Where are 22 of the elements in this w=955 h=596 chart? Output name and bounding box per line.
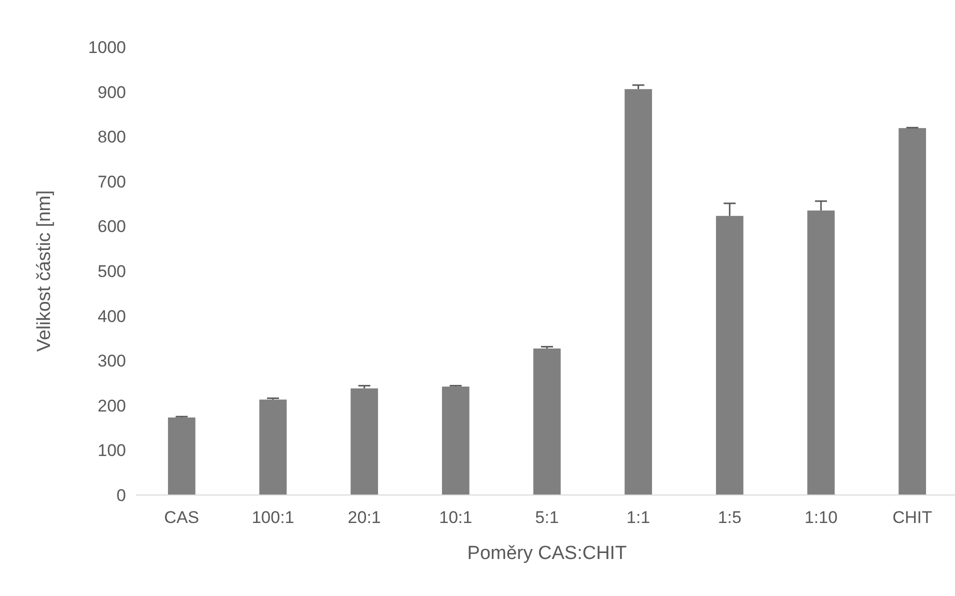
y-tick-label: 200 (98, 396, 126, 416)
x-tick-label: 100:1 (252, 508, 294, 527)
x-axis-title: Poměry CAS:CHIT (467, 543, 628, 564)
x-tick-label: 1:5 (718, 508, 742, 527)
x-tick-label: CHIT (892, 508, 932, 527)
y-tick-label: 1000 (88, 38, 126, 57)
x-tick-label: CAS (164, 508, 200, 527)
y-tick-label: 800 (98, 128, 126, 147)
y-tick-label: 0 (116, 486, 126, 505)
x-tick-label: 10:1 (439, 508, 472, 527)
y-tick-label: 600 (98, 217, 126, 236)
y-tick-label: 900 (98, 82, 126, 102)
x-tick-label: 5:1 (535, 508, 559, 527)
y-tick-label: 400 (98, 306, 126, 326)
y-tick-label: 700 (98, 172, 126, 192)
x-tick-label: 20:1 (348, 508, 381, 527)
y-tick-label: 500 (98, 262, 126, 281)
x-tick-label: 1:10 (804, 508, 838, 527)
y-tick-label: 100 (98, 441, 126, 460)
y-tick-label: 300 (98, 352, 126, 371)
x-tick-label: 1:1 (626, 508, 650, 527)
y-axis-title: Velikost částic [nm] (34, 190, 55, 352)
